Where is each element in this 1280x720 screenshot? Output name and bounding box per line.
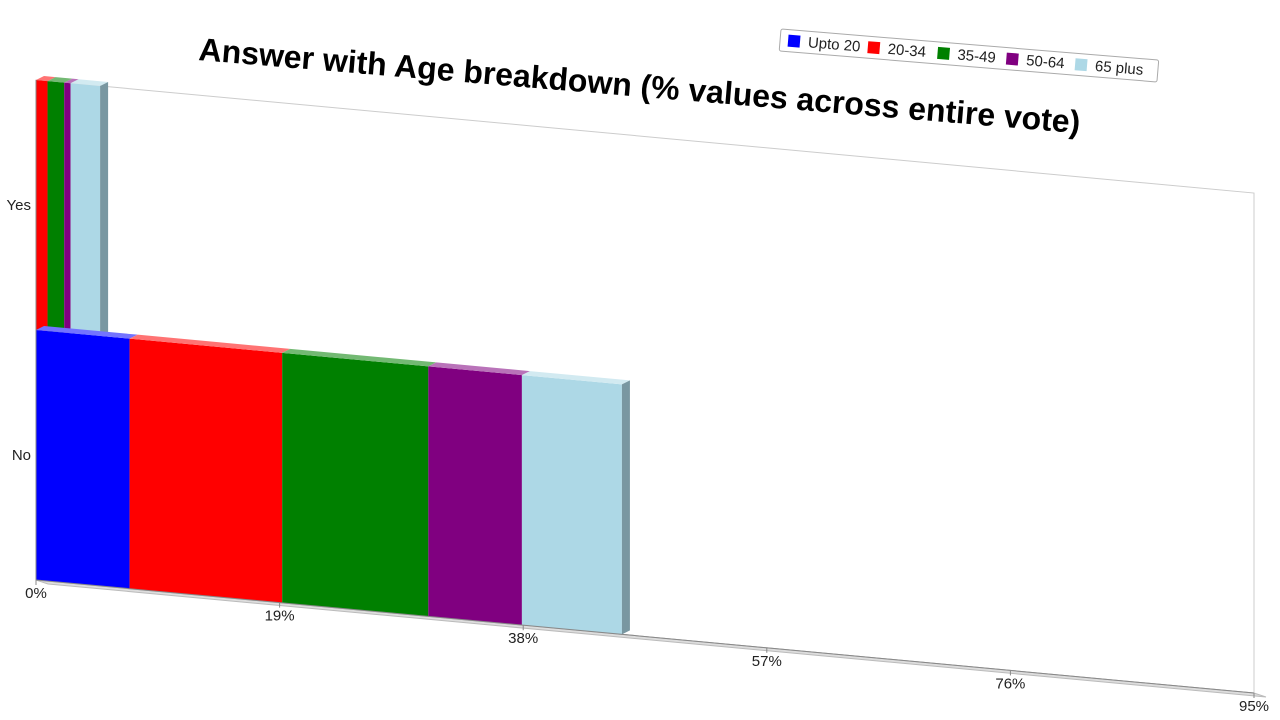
legend-swatch-50-64 [1005,52,1019,66]
legend-label-20-34[interactable]: 20-34 [887,41,927,61]
legend[interactable]: Upto 20 20-34 35-49 50-64 65 plus [778,28,1160,83]
legend-label-35-49[interactable]: 35-49 [957,47,997,67]
category-label-yes: Yes [7,197,31,214]
bar-top-yes-35-49 [47,77,73,83]
bar-top-no-50-64 [428,362,530,376]
bar-top-no-65-plus [521,371,630,385]
bar-side-yes [100,81,109,336]
bar-no-65-plus[interactable] [521,375,622,635]
bar-no-20-34[interactable] [129,338,283,603]
bar-yes-65-plus[interactable] [70,83,101,336]
bar-side-no [621,380,630,635]
x-tick-label: 95% [1239,698,1269,715]
bar-top-no-20-34 [129,334,291,353]
bar-yes-35-49[interactable] [47,81,65,333]
legend-swatch-35-49 [937,46,951,60]
x-tick-label: 38% [508,630,538,647]
bar-top-no-upto-20 [36,326,138,339]
legend-swatch-20-34 [867,41,881,55]
x-tick-label: 19% [265,608,295,625]
legend-swatch-upto-20 [787,34,801,48]
category-label-no: No [12,447,31,464]
x-tick-label: 76% [995,675,1025,692]
bar-top-yes-20-34 [36,76,56,82]
bar-no-50-64[interactable] [428,366,522,626]
bar-yes-50-64[interactable] [64,82,71,334]
bar-top-yes-50-64 [64,78,79,84]
plot-area: Yes No 0% 19% 38% 57% 76% 95% [7,76,1269,715]
bar-top-no-35-49 [282,348,437,367]
legend-label-65-plus[interactable]: 65 plus [1094,58,1144,79]
legend-label-upto-20[interactable]: Upto 20 [807,34,861,55]
x-tick-label: 57% [752,653,782,670]
x-axis-line [35,579,1255,694]
bar-no-35-49[interactable] [282,352,429,617]
x-tick-label: 0% [25,585,47,602]
bar-no-upto-20[interactable] [36,330,130,589]
legend-swatch-65-plus [1074,58,1088,72]
bar-top-yes-65-plus [70,79,109,86]
legend-label-50-64[interactable]: 50-64 [1026,52,1066,72]
bar-yes-20-34[interactable] [36,80,48,332]
